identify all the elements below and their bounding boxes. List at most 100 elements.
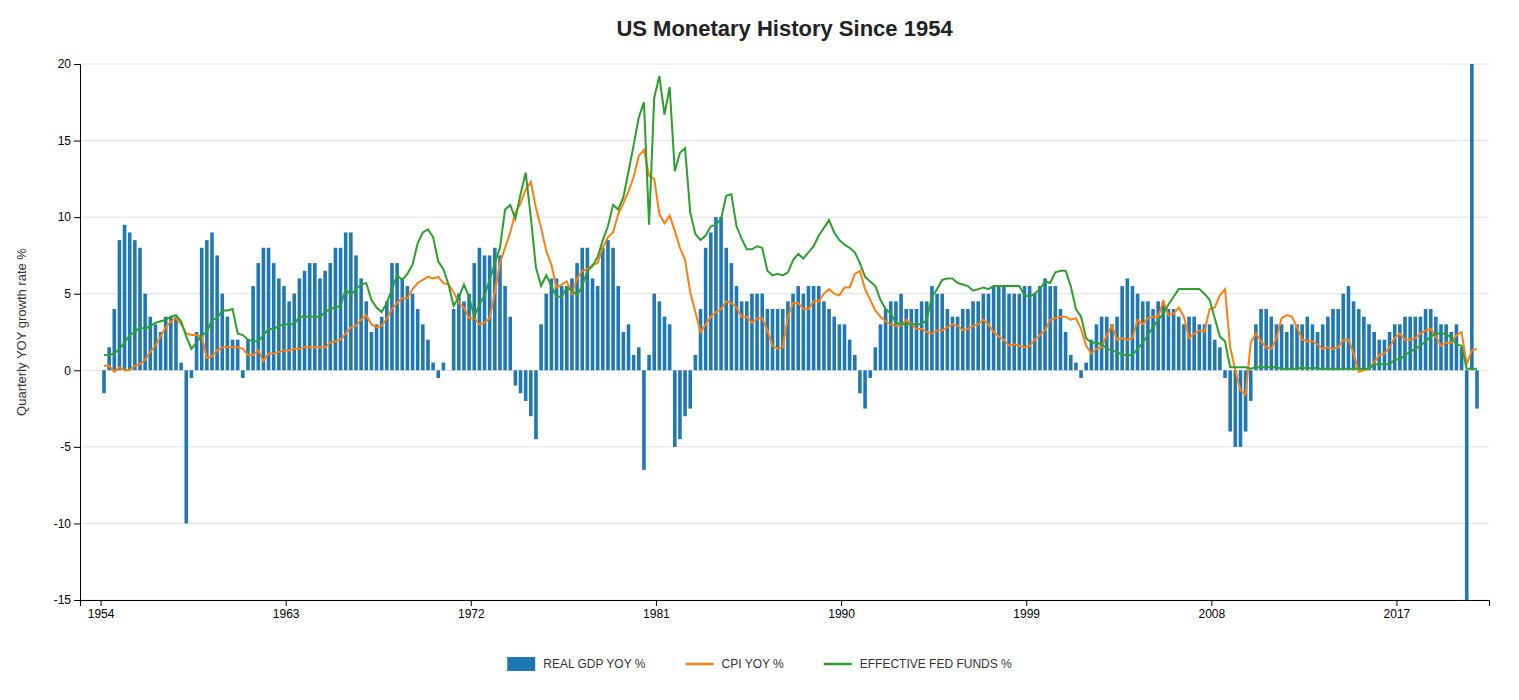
- bar: [190, 370, 194, 378]
- bar: [709, 232, 713, 370]
- tick: 2017: [1384, 600, 1411, 621]
- bar: [1316, 332, 1320, 370]
- bar: [370, 332, 374, 370]
- line: [104, 76, 1477, 369]
- bar: [416, 309, 420, 370]
- bar: [210, 232, 214, 370]
- legend: REAL GDP YOY %CPI YOY %EFFECTIVE FED FUN…: [507, 657, 1012, 671]
- tick-label: 2017: [1384, 607, 1411, 621]
- bar: [1069, 355, 1073, 370]
- bar: [534, 370, 538, 439]
- bar: [519, 370, 523, 393]
- bar: [529, 370, 533, 416]
- bar: [904, 309, 908, 370]
- tick: 10: [58, 210, 80, 224]
- bar: [447, 370, 451, 371]
- bar: [637, 347, 641, 370]
- bar: [442, 363, 446, 371]
- bar: [514, 370, 518, 385]
- bar: [436, 370, 440, 378]
- bar: [251, 286, 255, 370]
- bar: [328, 263, 332, 370]
- legend-item: REAL GDP YOY %: [507, 657, 646, 671]
- bar: [1192, 317, 1196, 371]
- bar: [508, 317, 512, 371]
- bar: [832, 317, 836, 371]
- legend-label: CPI YOY %: [722, 657, 785, 671]
- bar: [1264, 309, 1268, 370]
- bar: [1342, 294, 1346, 371]
- bar: [899, 294, 903, 371]
- bar: [884, 309, 888, 370]
- bar: [766, 309, 770, 370]
- grid-line: [80, 64, 1489, 65]
- bar: [1444, 324, 1448, 370]
- bar: [550, 278, 554, 370]
- bar: [236, 340, 240, 371]
- bar: [1177, 317, 1181, 371]
- bar: [339, 248, 343, 371]
- tick: 15: [58, 134, 80, 148]
- tick-label: 1981: [643, 607, 670, 621]
- bar: [622, 332, 626, 370]
- bar: [879, 324, 883, 370]
- bar: [128, 232, 132, 370]
- legend-swatch: [686, 663, 714, 666]
- bar: [560, 286, 564, 370]
- bar: [359, 278, 363, 370]
- bar: [1002, 286, 1006, 370]
- bar: [303, 271, 307, 371]
- bar: [1208, 324, 1212, 370]
- bar: [1007, 294, 1011, 371]
- tick-mark: [74, 64, 80, 65]
- bar: [1126, 278, 1130, 370]
- bar: [1182, 324, 1186, 370]
- bar: [1393, 324, 1397, 370]
- bar: [591, 278, 595, 370]
- bar: [920, 301, 924, 370]
- bar: [565, 286, 569, 370]
- bar: [853, 355, 857, 370]
- bar: [915, 309, 919, 370]
- tick-label: 10: [58, 210, 72, 224]
- bar: [688, 370, 692, 408]
- bar: [1336, 309, 1340, 370]
- bar: [642, 370, 646, 470]
- bar: [735, 286, 739, 370]
- bar: [596, 286, 600, 370]
- bar: [663, 317, 667, 371]
- tick: 20: [58, 57, 80, 71]
- tick: 1990: [828, 600, 855, 621]
- tick-label: -5: [60, 440, 71, 454]
- bar: [946, 309, 950, 370]
- bar: [1326, 317, 1330, 371]
- bar: [910, 309, 914, 370]
- bar: [1408, 317, 1412, 371]
- bar: [267, 248, 271, 371]
- bar: [112, 309, 116, 370]
- bar: [647, 355, 651, 370]
- tick-mark: [1211, 600, 1212, 606]
- bar: [1223, 370, 1227, 378]
- bar: [616, 286, 620, 370]
- tick-mark: [74, 217, 80, 218]
- bar: [1455, 324, 1459, 370]
- bar: [179, 363, 183, 371]
- bar: [1434, 317, 1438, 371]
- bar: [601, 248, 605, 371]
- bar: [776, 309, 780, 370]
- bar: [364, 301, 368, 370]
- bar: [1141, 301, 1145, 370]
- bar: [344, 232, 348, 370]
- bar: [1285, 332, 1289, 370]
- tick-label: 2008: [1198, 607, 1225, 621]
- bar: [1213, 340, 1217, 371]
- bar: [611, 248, 615, 371]
- tick-label: -10: [54, 517, 72, 531]
- bar: [323, 271, 327, 371]
- bar: [292, 294, 296, 371]
- legend-swatch: [824, 663, 852, 666]
- grid-line: [80, 523, 1489, 524]
- bar: [1465, 370, 1469, 600]
- legend-swatch: [507, 657, 535, 671]
